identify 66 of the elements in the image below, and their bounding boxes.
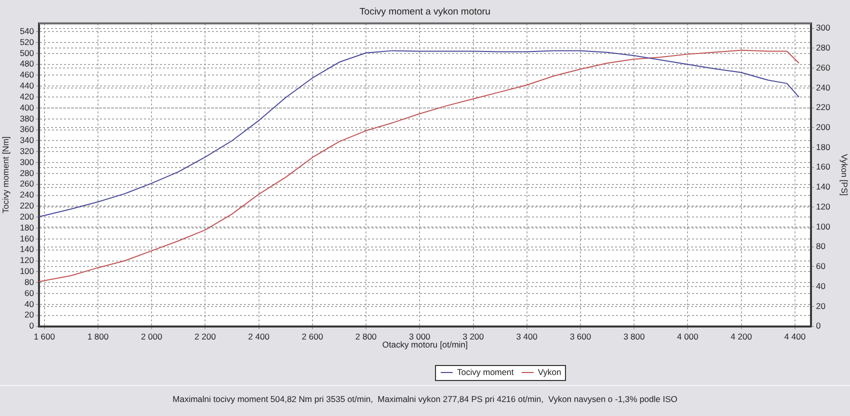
- y-tick-label: 0: [29, 320, 34, 331]
- x-axis-title: Otacky motoru [ot/min]: [382, 340, 468, 350]
- y2-tick-label: 260: [816, 62, 830, 72]
- y-tick-label: 140: [20, 244, 34, 254]
- y-tick-label: 120: [20, 255, 34, 266]
- x-tick-label: 2 600: [302, 332, 324, 342]
- y-tick-label: 160: [20, 233, 34, 244]
- y2-tick-label: 100: [816, 221, 830, 232]
- x-tick-label: 3 800: [623, 332, 645, 342]
- x-tick-label: 2 400: [248, 332, 270, 342]
- x-tick-label: 4 200: [730, 332, 752, 342]
- x-tick-label: 3 400: [516, 332, 538, 342]
- y-tick-label: 500: [20, 48, 34, 58]
- y-tick-label: 60: [24, 288, 34, 298]
- y-tick-label: 540: [20, 26, 34, 36]
- y-tick-label: 300: [20, 156, 34, 167]
- y2-tick-label: 300: [816, 22, 830, 33]
- y2-tick-label: 220: [816, 102, 830, 112]
- y-tick-label: 440: [20, 80, 34, 91]
- x-tick-label: 3 000: [409, 332, 431, 342]
- x-tick-label: 2 800: [355, 332, 377, 342]
- y-tick-label: 40: [24, 298, 34, 309]
- y2-tick-label: 200: [816, 122, 830, 132]
- y-axis-title: Tocivy moment [Nm]: [0, 136, 10, 214]
- y-tick-label: 360: [20, 124, 34, 134]
- y-tick-label: 100: [20, 266, 34, 276]
- y-tick-label: 380: [20, 113, 34, 124]
- y-tick-label: 320: [20, 146, 34, 156]
- y-tick-label: 520: [20, 36, 34, 47]
- x-tick-label: 4 000: [677, 332, 699, 342]
- y2-tick-label: 0: [816, 320, 821, 331]
- y2-axis-title: Vykon [PS]: [840, 154, 850, 196]
- y2-tick-label: 60: [816, 261, 826, 272]
- x-tick-label: 2 200: [194, 332, 216, 342]
- y2-tick-label: 20: [816, 300, 826, 311]
- y2-tick-label: 80: [816, 241, 826, 252]
- y-tick-label: 240: [20, 190, 34, 200]
- y-tick-label: 260: [20, 178, 34, 189]
- legend-label: Tocivy moment: [457, 366, 514, 377]
- x-tick-label: 1 600: [34, 332, 56, 342]
- y2-tick-label: 180: [816, 142, 830, 152]
- x-tick-label: 4 400: [784, 332, 806, 342]
- x-tick-label: 2 000: [140, 332, 162, 342]
- y-tick-label: 200: [20, 211, 34, 222]
- y-tick-label: 400: [20, 102, 34, 112]
- y-tick-label: 220: [20, 200, 34, 211]
- legend-label: Vykon: [538, 366, 562, 377]
- y-tick-label: 460: [20, 70, 34, 80]
- x-tick-label: 3 200: [462, 332, 484, 342]
- y2-tick-label: 280: [816, 42, 830, 53]
- y-tick-label: 280: [20, 168, 34, 178]
- y2-tick-label: 120: [816, 201, 830, 212]
- x-tick-label: 3 600: [570, 332, 592, 342]
- y2-tick-label: 140: [816, 182, 830, 192]
- y2-tick-label: 160: [816, 162, 830, 172]
- x-tick-label: 1 800: [87, 332, 109, 342]
- y-tick-label: 340: [20, 135, 34, 146]
- y-tick-label: 20: [24, 310, 34, 320]
- chart-title: Tocivy moment a vykon motoru: [360, 6, 490, 18]
- y-tick-label: 180: [20, 222, 34, 232]
- y2-tick-label: 240: [816, 82, 830, 92]
- y-tick-label: 80: [24, 276, 34, 287]
- y2-tick-label: 40: [816, 280, 826, 291]
- y-tick-label: 420: [20, 91, 34, 102]
- y-tick-label: 480: [20, 58, 34, 69]
- text: Maximalni tocivy moment 504,82 Nm pri 3535 ot/min, Maximalni vykon 277,84 PS pri 4216 ot/min, Vykon navysen o -1,3% podle ISO: [172, 394, 678, 404]
